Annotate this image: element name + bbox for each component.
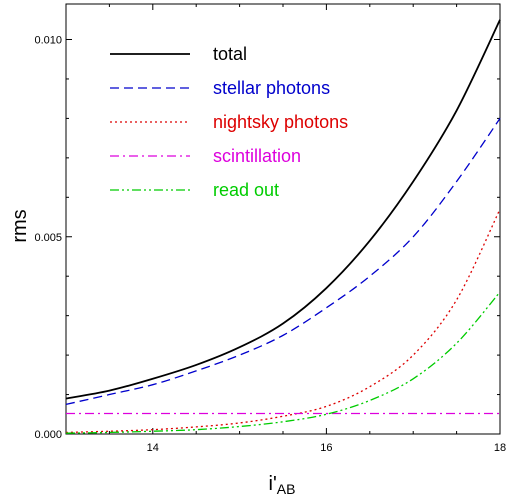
y-axis-ticks: 0.000 0.005 0.010	[34, 35, 500, 441]
x-tick-label: 18	[494, 442, 506, 454]
legend-label: nightsky photons	[213, 112, 348, 132]
series-layer	[65, 19, 501, 434]
series-line-nightsky-photons	[65, 208, 501, 434]
legend-label: total	[213, 44, 247, 64]
series-line-total	[65, 19, 501, 400]
x-tick-label: 14	[147, 442, 159, 454]
x-axis-title-subscript: AB	[277, 481, 296, 497]
y-axis-title: rms	[9, 209, 31, 242]
x-axis-title: i'AB	[269, 473, 296, 497]
x-axis-title-main: i'	[269, 473, 277, 495]
y-tick-label: 0.010	[34, 35, 62, 47]
series-line-read-out	[65, 291, 501, 434]
y-tick-label: 0.005	[34, 232, 62, 244]
y-tick-label: 0.000	[34, 429, 62, 441]
series-line-stellar-photons	[65, 118, 501, 406]
legend-label: stellar photons	[213, 78, 330, 98]
plot-frame	[65, 3, 501, 435]
legend: total stellar photons nightsky photons scin…	[110, 44, 348, 200]
legend-label: scintillation	[213, 146, 301, 166]
x-tick-label: 16	[320, 442, 332, 454]
x-axis-ticks: 14 16 18	[108, 4, 506, 454]
legend-label: read out	[213, 180, 279, 200]
